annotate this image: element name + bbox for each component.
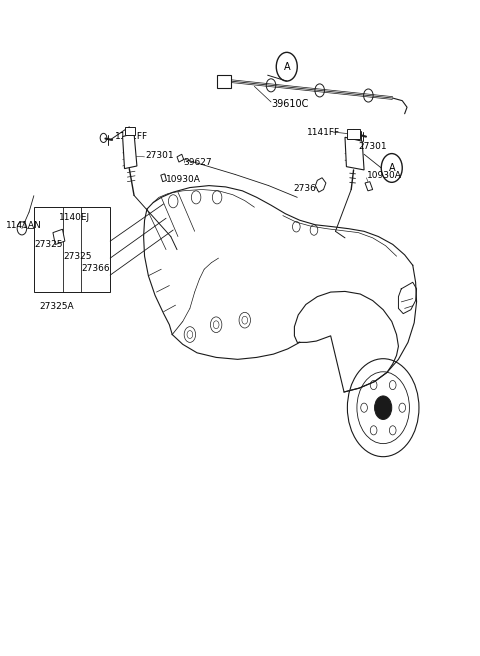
Text: 27301: 27301 bbox=[145, 151, 174, 160]
Text: 1141FF: 1141FF bbox=[307, 127, 340, 136]
Text: 27325: 27325 bbox=[63, 252, 92, 261]
Text: 39627: 39627 bbox=[184, 157, 212, 167]
Text: 10930A: 10930A bbox=[166, 174, 201, 184]
FancyBboxPatch shape bbox=[124, 127, 135, 134]
Text: A: A bbox=[388, 163, 395, 173]
Text: 1140EJ: 1140EJ bbox=[59, 213, 90, 222]
Polygon shape bbox=[122, 133, 137, 169]
Text: 1141FF: 1141FF bbox=[115, 132, 148, 141]
Text: 10930A: 10930A bbox=[366, 171, 401, 180]
FancyBboxPatch shape bbox=[347, 129, 360, 138]
Polygon shape bbox=[315, 178, 326, 192]
Polygon shape bbox=[365, 182, 372, 191]
Polygon shape bbox=[177, 154, 184, 162]
Text: 27369: 27369 bbox=[293, 184, 322, 193]
Text: 1141AN: 1141AN bbox=[6, 221, 42, 230]
Text: A: A bbox=[284, 62, 290, 72]
Text: 27366: 27366 bbox=[82, 264, 110, 273]
Text: 39610C: 39610C bbox=[271, 99, 308, 109]
Text: 27325A: 27325A bbox=[39, 302, 74, 311]
Text: 27301: 27301 bbox=[359, 142, 387, 151]
Circle shape bbox=[374, 396, 392, 419]
FancyBboxPatch shape bbox=[34, 207, 110, 292]
Polygon shape bbox=[53, 229, 65, 245]
Polygon shape bbox=[161, 174, 167, 182]
FancyBboxPatch shape bbox=[217, 75, 231, 88]
Text: 27325: 27325 bbox=[35, 240, 63, 249]
Polygon shape bbox=[345, 137, 364, 170]
